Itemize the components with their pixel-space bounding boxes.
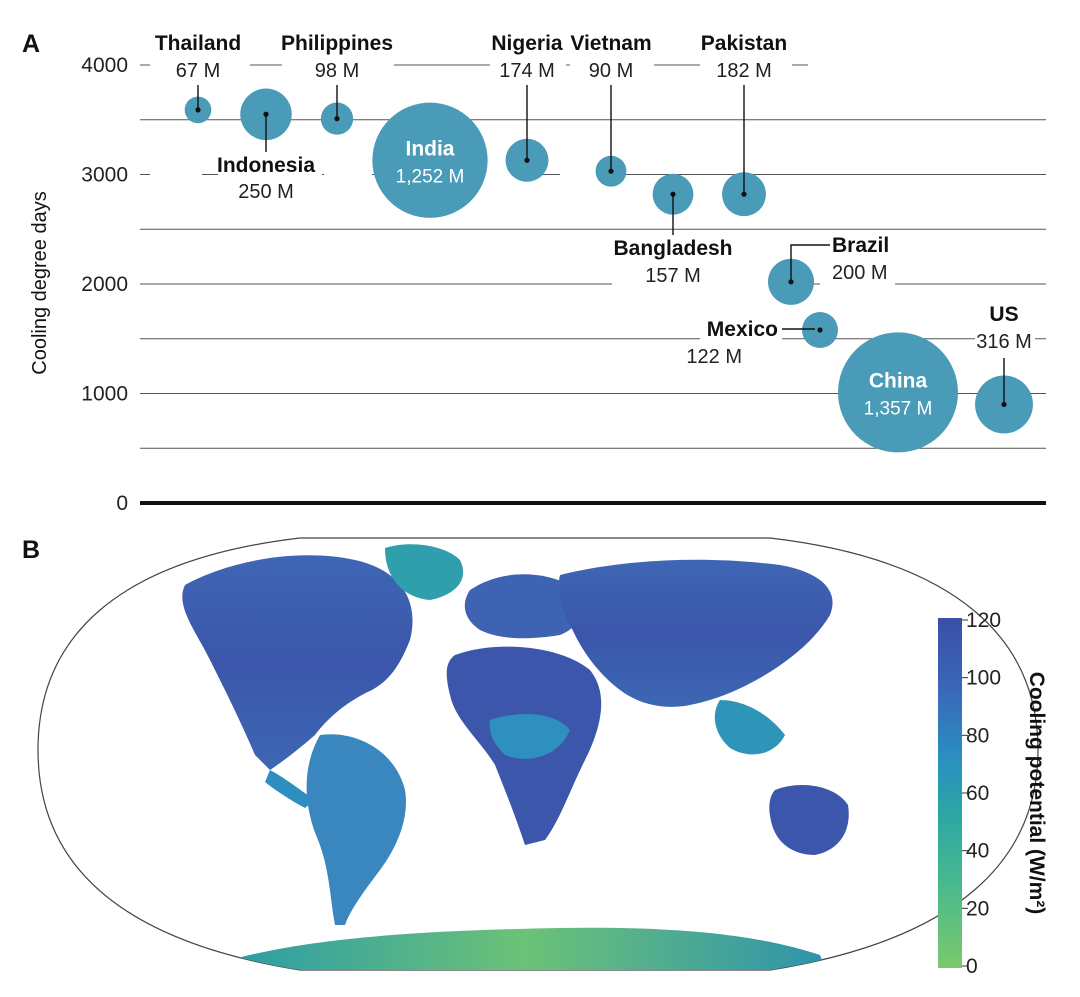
y-tick-label: 3000 (81, 164, 128, 187)
country-label-population: 90 M (589, 60, 633, 82)
label-backdrop (150, 158, 202, 190)
country-label-population: 200 M (832, 262, 888, 284)
central-africa (489, 714, 570, 759)
colorbar-tick-label: 0 (966, 955, 978, 978)
bubble-label-population: 1,252 M (396, 166, 465, 187)
europe (464, 574, 583, 639)
y-tick-label: 2000 (81, 273, 128, 296)
greenland (385, 544, 464, 600)
colorbar-label: Cooling potential (W/m²) (1025, 672, 1048, 915)
label-backdrop (700, 316, 782, 372)
label-backdrop (808, 44, 1046, 74)
south-america (306, 734, 406, 925)
bubble-label-name: India (405, 137, 454, 160)
country-label-population: 316 M (976, 331, 1032, 353)
label-backdrop (324, 158, 372, 190)
colorbar-tick-label: 100 (966, 667, 1001, 690)
australia (769, 785, 849, 855)
country-label-name: US (989, 303, 1018, 326)
country-label-population: 157 M (645, 265, 701, 287)
bubble-label-population: 1,357 M (864, 398, 933, 419)
y-tick-label: 4000 (81, 54, 128, 77)
leader-line (790, 244, 830, 282)
country-label-name: Mexico (707, 318, 778, 341)
bubble-center-dot (817, 327, 823, 333)
label-backdrop (560, 158, 600, 190)
bubble-center-dot (670, 191, 676, 197)
country-label-name: Bangladesh (613, 237, 732, 260)
country-label-name: Brazil (832, 234, 889, 257)
colorbar-tick-label: 40 (966, 840, 989, 863)
colorbar-tick-label: 60 (966, 782, 989, 805)
colorbar-gradient (938, 618, 962, 968)
antarctica (220, 927, 830, 970)
asia (558, 559, 833, 707)
label-backdrop (150, 33, 250, 91)
country-label-name: Vietnam (570, 32, 651, 55)
bubble-china (838, 332, 958, 453)
label-backdrop (612, 233, 734, 289)
country-label-population: 250 M (238, 181, 294, 203)
panel-a-letter: A (22, 30, 40, 58)
country-label-name: Indonesia (217, 154, 315, 177)
bubble-chart: 0 1000 2000 3000 4000 Thailand 67 M Indonesia 25… (81, 32, 1046, 515)
southeast-asia (714, 700, 785, 755)
country-label-population: 67 M (176, 60, 220, 82)
label-backdrop (282, 33, 394, 91)
colorbar-tick-label: 120 (966, 609, 1001, 632)
label-backdrop (570, 33, 654, 91)
colorbar-tick-label: 20 (966, 897, 989, 920)
country-label-population: 182 M (716, 60, 772, 82)
central-america (265, 770, 315, 808)
label-backdrop (218, 150, 322, 206)
y-axis-label: Cooling degree days (29, 191, 51, 374)
country-label-population: 122 M (686, 346, 742, 368)
colorbar: 0 20 40 60 80 100 120 (938, 609, 1001, 978)
label-backdrop (975, 300, 1035, 356)
label-backdrop (490, 33, 566, 91)
y-tick-label: 1000 (81, 383, 128, 406)
country-label-name: Pakistan (701, 32, 787, 55)
bubble-india (372, 102, 488, 218)
country-label-population: 98 M (315, 60, 359, 82)
colorbar-tick-label: 80 (966, 724, 989, 747)
country-label-name: Nigeria (491, 32, 563, 55)
world-map (37, 537, 1039, 971)
y-tick-label: 0 (116, 492, 128, 515)
bubble-label-name: China (869, 369, 928, 392)
label-backdrop (700, 33, 792, 91)
label-backdrop (820, 232, 895, 288)
country-label-population: 174 M (499, 60, 555, 82)
country-label-name: Philippines (281, 32, 393, 55)
north-america (182, 555, 413, 770)
country-label-name: Thailand (155, 32, 241, 55)
panel-b-letter: B (22, 536, 40, 564)
